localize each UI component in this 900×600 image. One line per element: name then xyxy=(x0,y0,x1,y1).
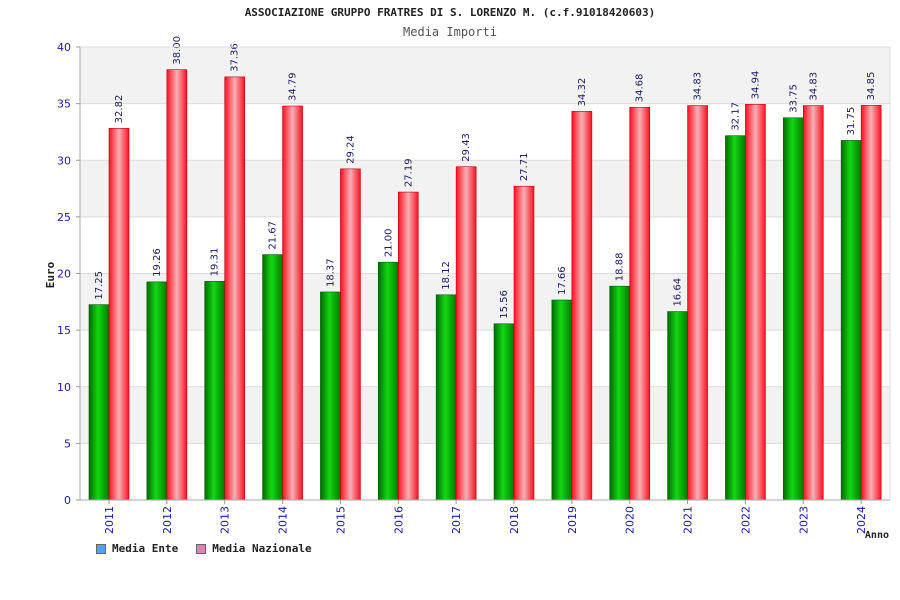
data-label-media-ente: 21.00 xyxy=(383,229,394,258)
data-label-media-ente: 32.17 xyxy=(730,102,741,131)
x-tick-label: 2018 xyxy=(508,506,521,534)
data-label-media-nazionale: 27.19 xyxy=(403,158,414,187)
x-tick-label: 2012 xyxy=(161,506,174,534)
bar-media-nazionale xyxy=(282,105,303,501)
bar-media-ente xyxy=(609,285,631,501)
bar-media-nazionale xyxy=(455,166,477,501)
x-tick-label: 2020 xyxy=(624,506,637,534)
plot-band xyxy=(80,160,890,217)
legend-item-media-ente: Media Ente xyxy=(96,542,178,555)
x-tick-label: 2019 xyxy=(566,506,579,534)
data-label-media-nazionale: 29.24 xyxy=(345,135,356,164)
y-tick-label: 30 xyxy=(57,154,71,167)
y-tick-label: 10 xyxy=(57,381,71,394)
legend-item-media-nazionale: Media Nazionale xyxy=(196,542,312,555)
bar-media-nazionale xyxy=(513,185,535,501)
x-tick-label: 2023 xyxy=(797,506,810,534)
data-label-media-ente: 15.56 xyxy=(499,290,510,319)
data-label-media-nazionale: 37.36 xyxy=(230,43,241,72)
y-tick-label: 20 xyxy=(57,268,71,281)
bar-media-ente xyxy=(725,135,746,501)
bar-media-ente xyxy=(435,294,457,501)
data-label-media-ente: 33.75 xyxy=(788,84,799,113)
plot-band xyxy=(80,216,890,274)
bar-media-ente xyxy=(782,117,804,501)
bar-media-ente xyxy=(262,254,283,501)
data-label-media-nazionale: 34.32 xyxy=(577,78,588,107)
y-tick-label: 15 xyxy=(57,324,71,337)
data-label-media-nazionale: 34.94 xyxy=(750,71,761,100)
x-axis-label: Anno xyxy=(865,530,889,541)
data-label-media-ente: 19.31 xyxy=(210,248,221,277)
bar-media-ente xyxy=(840,140,862,501)
bar-media-nazionale xyxy=(397,191,419,501)
y-tick-label: 25 xyxy=(57,211,71,224)
x-tick-label: 2013 xyxy=(219,506,232,534)
x-tick-label: 2022 xyxy=(739,506,752,534)
bar-media-ente xyxy=(493,323,515,501)
bar-media-nazionale xyxy=(687,105,708,501)
plot-band xyxy=(80,330,890,387)
legend-swatch-media-ente xyxy=(96,543,106,554)
data-label-media-ente: 31.75 xyxy=(846,107,857,136)
data-label-media-nazionale: 34.79 xyxy=(288,72,299,101)
data-label-media-ente: 18.37 xyxy=(325,258,336,287)
data-label-media-nazionale: 32.82 xyxy=(114,95,125,124)
bar-media-nazionale xyxy=(108,128,130,501)
data-label-media-ente: 18.88 xyxy=(615,253,626,282)
legend: Media Ente Media Nazionale xyxy=(96,542,312,555)
x-tick-label: 2021 xyxy=(682,506,695,534)
x-tick-label: 2024 xyxy=(855,506,868,534)
y-tick-label: 40 xyxy=(57,41,71,54)
plot-band xyxy=(80,443,890,500)
bar-media-nazionale xyxy=(745,104,766,501)
legend-label-media-ente: Media Ente xyxy=(112,542,179,555)
data-label-media-nazionale: 27.71 xyxy=(519,153,530,182)
plot-band xyxy=(80,103,890,161)
chart-subtitle: Media Importi xyxy=(403,25,497,39)
bar-media-nazionale xyxy=(802,105,824,501)
bar-media-nazionale xyxy=(860,105,882,501)
legend-label-media-nazionale: Media Nazionale xyxy=(212,542,312,555)
bar-media-ente xyxy=(377,261,399,501)
plot-band xyxy=(80,273,890,331)
bar-media-ente xyxy=(320,291,341,501)
x-tick-label: 2011 xyxy=(103,506,116,534)
y-tick-label: 35 xyxy=(57,98,71,111)
data-label-media-nazionale: 34.85 xyxy=(866,72,877,101)
bar-media-ente xyxy=(667,311,688,501)
legend-swatch-media-nazionale xyxy=(196,543,207,554)
bar-media-nazionale xyxy=(629,106,651,501)
bar-media-nazionale xyxy=(340,168,361,501)
plot-band xyxy=(80,386,890,444)
bar-media-ente xyxy=(551,299,573,501)
data-label-media-ente: 17.66 xyxy=(557,266,568,295)
x-tick-label: 2016 xyxy=(392,506,405,534)
data-label-media-nazionale: 34.83 xyxy=(808,72,819,101)
data-label-media-nazionale: 34.83 xyxy=(693,72,704,101)
data-label-media-nazionale: 29.43 xyxy=(461,133,472,162)
bar-media-ente xyxy=(88,304,110,501)
data-label-media-ente: 18.12 xyxy=(441,261,452,290)
y-tick-label: 5 xyxy=(64,437,71,450)
x-tick-label: 2014 xyxy=(277,506,290,534)
bar-media-nazionale xyxy=(166,69,188,501)
data-label-media-ente: 16.64 xyxy=(673,278,684,307)
bar-media-nazionale xyxy=(224,76,246,501)
chart-title: ASSOCIAZIONE GRUPPO FRATRES DI S. LORENZ… xyxy=(244,6,656,19)
bar-media-ente xyxy=(204,281,226,501)
data-label-media-ente: 17.25 xyxy=(94,271,105,300)
plot-band xyxy=(80,47,890,104)
data-label-media-ente: 19.26 xyxy=(152,248,163,277)
y-tick-label: 0 xyxy=(64,494,71,507)
data-label-media-nazionale: 34.68 xyxy=(635,74,646,103)
x-tick-label: 2017 xyxy=(450,506,463,534)
data-label-media-nazionale: 38.00 xyxy=(172,36,183,65)
bar-media-nazionale xyxy=(571,111,593,501)
data-label-media-ente: 21.67 xyxy=(268,221,279,250)
bar-media-ente xyxy=(146,281,168,501)
x-tick-label: 2015 xyxy=(334,506,347,534)
y-axis-label: Euro xyxy=(44,261,57,288)
